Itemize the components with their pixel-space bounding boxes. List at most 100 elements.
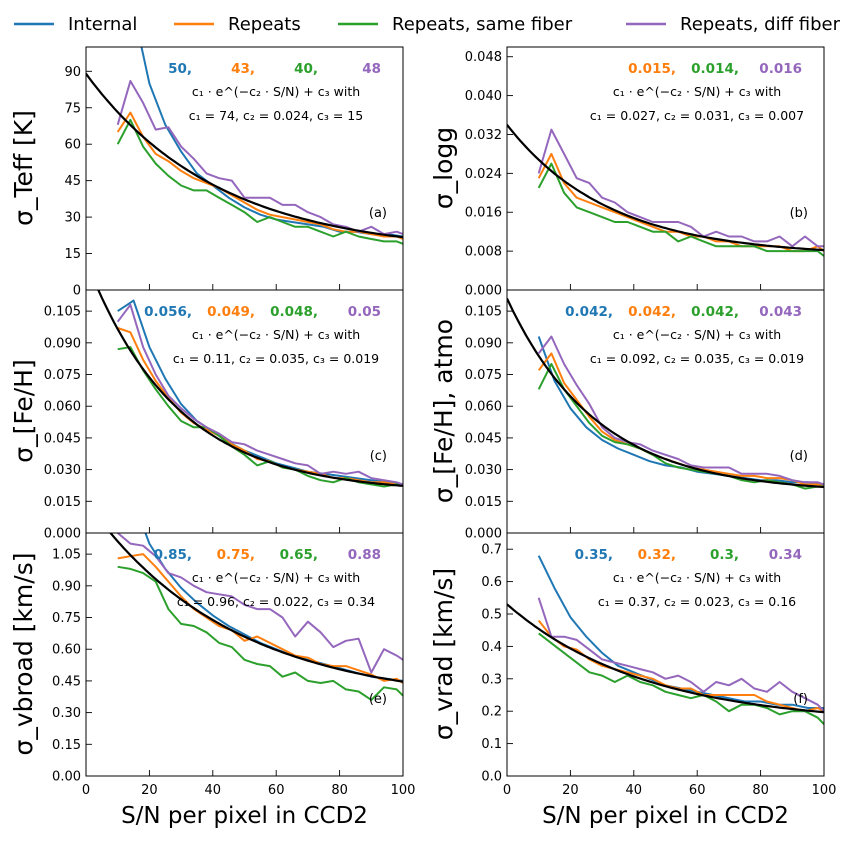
y-tick-label: 0	[73, 284, 81, 299]
median-value: 0.043	[759, 304, 802, 320]
panel-label: (d)	[790, 449, 808, 464]
y-tick-label: 0.024	[465, 167, 502, 182]
y-axis-label: σ_[Fe/H]	[9, 359, 38, 462]
fit-formula: c₁ · e^(−c₂ · S/N) + c₃ with	[192, 570, 360, 585]
median-value: 0.34	[769, 547, 802, 563]
series-line-repeats-diff-fiber	[537, 128, 824, 248]
y-tick-label: 15	[64, 247, 81, 262]
median-value: 0.016	[759, 61, 802, 77]
y-tick-label: 0.060	[44, 400, 81, 415]
y-tick-label: 0.0	[481, 770, 502, 785]
y-tick-label: 0.090	[465, 336, 502, 351]
y-tick-label: 0.105	[465, 305, 502, 320]
median-value: 0.32,	[638, 547, 676, 563]
y-tick-label: 0.000	[44, 527, 81, 542]
fit-parameters: c₁ = 0.96, c₂ = 0.022, c₃ = 0.34	[177, 594, 375, 609]
series-line-repeats-same-fiber	[537, 363, 824, 490]
fit-curve	[507, 124, 824, 252]
y-tick-label: 0.045	[44, 431, 81, 446]
median-value: 48	[362, 61, 381, 77]
y-tick-label: 45	[64, 174, 81, 189]
series-line-repeats-diff-fiber	[116, 303, 403, 486]
median-value: 0.85,	[154, 547, 192, 563]
median-value: 0.049,	[207, 304, 255, 320]
y-tick-label: 0.45	[52, 674, 81, 689]
x-tick-label: 60	[689, 783, 706, 798]
y-tick-label: 0.015	[44, 495, 81, 510]
fit-curve	[97, 290, 403, 487]
median-value: 50,	[168, 61, 192, 77]
fit-curve	[507, 603, 824, 714]
series-line-repeats-diff-fiber	[537, 335, 824, 486]
fit-formula: c₁ · e^(−c₂ · S/N) + c₃ with	[192, 327, 360, 342]
x-tick-label: 20	[141, 783, 158, 798]
y-axis-label: σ_Teff [K]	[9, 110, 38, 226]
legend-label: Repeats	[228, 14, 301, 35]
y-tick-label: 0.000	[465, 284, 502, 299]
panel-label: (a)	[369, 206, 387, 221]
y-tick-label: 0.048	[465, 50, 502, 65]
median-value: 0.042,	[691, 304, 739, 320]
y-tick-label: 0.008	[465, 245, 502, 260]
legend-entry-repeats-diff-fiber: Repeats, diff fiber	[626, 14, 841, 35]
median-value: 0.3,	[710, 547, 739, 563]
panel-label: (f)	[793, 692, 808, 707]
median-value: 0.048,	[270, 304, 318, 320]
y-tick-label: 0.15	[52, 738, 81, 753]
y-tick-label: 0.090	[44, 336, 81, 351]
fit-formula: c₁ · e^(−c₂ · S/N) + c₃ with	[192, 84, 360, 99]
median-value: 43,	[231, 61, 255, 77]
y-tick-label: 0.060	[465, 400, 502, 415]
median-value: 40,	[294, 61, 318, 77]
chart-panel-b: 0.000 0.008 0.016 0.024 0.032 0.040 0.048 0.015…	[429, 46, 825, 299]
y-tick-label: 0.3	[481, 672, 502, 687]
legend-entry-repeats: Repeats	[174, 14, 301, 35]
median-value: 0.056,	[144, 304, 192, 320]
legend-entry-repeats-same-fiber: Repeats, same fiber	[338, 14, 573, 35]
fit-parameters: c₁ = 0.027, c₂ = 0.031, c₃ = 0.007	[590, 108, 804, 123]
x-tick-label: 100	[391, 783, 416, 798]
y-tick-label: 0.1	[481, 737, 502, 752]
fit-curve	[109, 533, 403, 683]
fit-parameters: c₁ = 0.092, c₂ = 0.035, c₃ = 0.019	[590, 351, 804, 366]
y-tick-label: 0.75	[52, 611, 81, 626]
fit-parameters: c₁ = 0.37, c₂ = 0.023, c₃ = 0.16	[598, 594, 796, 609]
panel-label: (c)	[370, 449, 387, 464]
y-tick-label: 0.032	[465, 128, 502, 143]
series-line-repeats-same-fiber	[116, 118, 403, 245]
median-value: 0.042,	[565, 304, 613, 320]
y-axis-label: σ_logg	[429, 127, 458, 209]
series-line-repeats-same-fiber	[537, 162, 824, 257]
median-value: 0.05	[348, 304, 381, 320]
series-line-internal	[117, 299, 403, 486]
y-tick-label: 0.2	[481, 705, 502, 720]
y-tick-label: 90	[64, 65, 81, 80]
median-value: 0.015,	[628, 61, 676, 77]
series-line-repeats	[117, 553, 403, 684]
y-tick-label: 0.105	[44, 305, 81, 320]
series-line-repeats-diff-fiber	[117, 533, 403, 674]
median-value: 0.014,	[691, 61, 739, 77]
panel-label: (e)	[369, 692, 387, 707]
y-tick-label: 0.60	[52, 643, 81, 658]
y-tick-label: 0.075	[465, 368, 502, 383]
y-tick-label: 0.045	[465, 431, 502, 446]
series-line-repeats-same-fiber	[117, 565, 403, 701]
median-value: 0.75,	[217, 547, 255, 563]
legend-label: Repeats, diff fiber	[680, 14, 841, 35]
y-tick-label: 0.030	[465, 463, 502, 478]
legend-label: Repeats, same fiber	[392, 14, 573, 35]
y-tick-label: 0.30	[52, 706, 81, 721]
legend-label: Internal	[68, 14, 137, 35]
fit-parameters: c₁ = 74, c₂ = 0.024, c₃ = 15	[189, 108, 363, 123]
fit-curve	[507, 298, 824, 489]
y-tick-label: 0.6	[481, 575, 502, 590]
x-axis-label: S/N per pixel in CCD2	[542, 803, 789, 829]
y-tick-label: 75	[64, 101, 81, 116]
panel-label: (b)	[790, 206, 808, 221]
y-tick-label: 0.00	[52, 770, 81, 785]
y-tick-label: 0.4	[481, 640, 502, 655]
x-tick-label: 80	[752, 783, 769, 798]
